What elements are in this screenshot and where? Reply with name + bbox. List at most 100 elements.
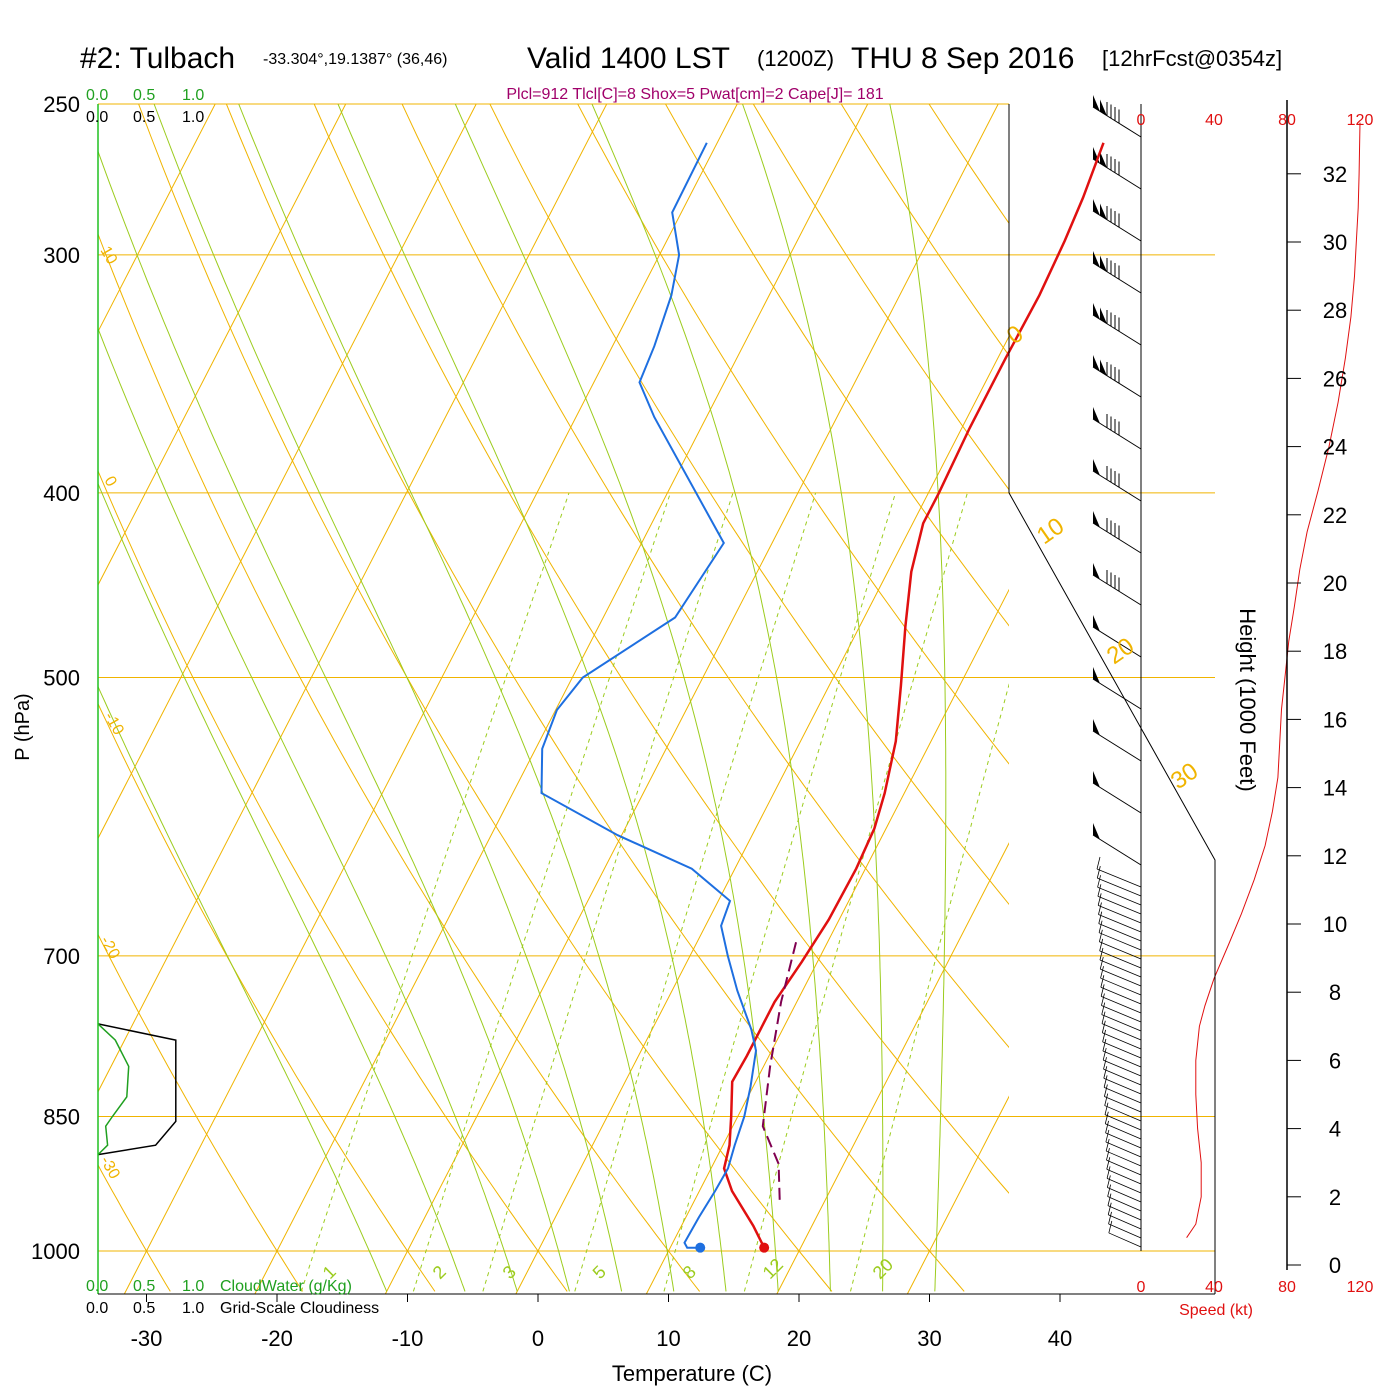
- wind-barb-staff: [1104, 1105, 1142, 1122]
- wind-barb-flag: [1100, 203, 1107, 220]
- y-tick-label: 1000: [31, 1239, 80, 1264]
- cloudwater-label: CloudWater (g/Kg): [220, 1278, 352, 1295]
- wind-barb-feather: [1097, 893, 1102, 906]
- wind-barb-staff: [1098, 932, 1142, 951]
- cloudiness-label: Grid-Scale Cloudiness: [220, 1300, 379, 1317]
- moist-adiabat-line: [98, 149, 570, 1292]
- wind-barb-staff: [1100, 996, 1142, 1014]
- chart-title: #2: Tulbach: [80, 42, 235, 75]
- isotherm-label: -30: [97, 1154, 123, 1183]
- height-tick-label: 28: [1323, 298, 1347, 323]
- wind-barb-staff: [1103, 1077, 1142, 1095]
- x-axis-title: Temperature (C): [612, 1361, 772, 1386]
- mixing-ratio-label: 8: [679, 1262, 700, 1283]
- wind-barb-staff: [1097, 886, 1142, 906]
- height-tick-label: 10: [1323, 912, 1347, 937]
- wind-barb-feather: [1104, 1111, 1109, 1124]
- wind-barb-feather: [1108, 1211, 1112, 1224]
- dry-adiabat-line: [138, 104, 833, 1292]
- moist-adiabat-line: [454, 104, 779, 1292]
- isotherm-line: [98, 104, 608, 1093]
- x-tick-label: 40: [1048, 1326, 1072, 1351]
- wind-barb-staff: [1102, 1032, 1142, 1050]
- wind-barb-flag: [1093, 511, 1100, 528]
- cloudiness-tick: 1.0: [182, 1300, 204, 1317]
- wind-barb-flag: [1093, 459, 1100, 476]
- dry-adiabat-line: [1341, 70, 1400, 1291]
- stability-indices: Plcl=912 Tlcl[C]=8 Shox=5 Pwat[cm]=2 Cap…: [506, 86, 883, 103]
- height-tick-label: 4: [1329, 1117, 1341, 1142]
- moist-adiabat-line: [337, 104, 727, 1292]
- wind-speed-tick-label: 120: [1347, 1279, 1374, 1296]
- wind-barb-staff: [1092, 834, 1142, 866]
- height-tick-label: 2: [1329, 1185, 1341, 1210]
- y-axis-title: P (hPa): [12, 693, 34, 760]
- wind-barb-staff: [1098, 923, 1142, 942]
- y-tick-label: 250: [43, 92, 80, 117]
- isotherm-line: [1299, 104, 1400, 1294]
- wind-barb-feather: [1103, 1057, 1107, 1070]
- wind-barb-feather: [1102, 1029, 1107, 1042]
- isotherm-label: -20: [97, 934, 123, 963]
- legend-cloudwater: 0.0 0.5 1.0 0.0 0.5 1.0 0.0 0.5 1.0 Clou…: [86, 87, 379, 1317]
- wind-barb-staff: [1099, 941, 1142, 960]
- wind-barb-flag: [1093, 563, 1100, 580]
- zulu-time: (1200Z): [757, 46, 834, 71]
- wind-barb-flag: [1093, 719, 1100, 736]
- wind-barb-staff: [1099, 950, 1142, 969]
- wind-barb-feather: [1105, 1138, 1110, 1152]
- isotherm-label: -10: [101, 710, 127, 739]
- cloudiness-trace: [97, 1023, 177, 1156]
- wind-barb-feather: [1105, 1129, 1110, 1143]
- wind-barb-staff: [1106, 1159, 1142, 1176]
- x-tick-label: 30: [917, 1326, 941, 1351]
- y-tick-label: 850: [43, 1105, 80, 1130]
- wind-barb-feather: [1096, 856, 1101, 870]
- wind-barb-flag: [1093, 303, 1100, 320]
- forecast-info: [12hrFcst@0354z]: [1102, 46, 1282, 71]
- x-tick-label: 10: [656, 1326, 680, 1351]
- dry-adiabat-line: [1168, 70, 1400, 1291]
- wind-barb-staff: [1098, 905, 1142, 924]
- x-tick-label: -10: [392, 1326, 424, 1351]
- isotherm-line: [906, 1095, 1009, 1294]
- wind-barb-flag: [1100, 255, 1107, 272]
- cloudwater-tick: 0.0: [86, 1278, 108, 1295]
- x-tick-label: -30: [131, 1326, 163, 1351]
- cloudiness-tick: 1.0: [182, 109, 204, 126]
- height-axis-title: Height (1000 Feet): [1235, 608, 1260, 791]
- isotherm-line: [98, 104, 477, 840]
- wind-barb-feather: [1108, 1220, 1113, 1234]
- moist-adiabat-line: [238, 104, 675, 1292]
- dry-adiabat-line: [98, 1164, 171, 1292]
- wind-barb-flag: [1093, 771, 1100, 788]
- wind-barb-feather: [1104, 1102, 1109, 1115]
- mixing-ratio-line: [850, 682, 1009, 1292]
- height-tick-label: 14: [1323, 776, 1347, 801]
- surface-temperature-marker: [759, 1242, 770, 1253]
- wind-barb-staff: [1102, 1050, 1142, 1068]
- wind-barb-staff: [1102, 1041, 1142, 1059]
- y-tick-label: 500: [43, 666, 80, 691]
- isotherm-line: [254, 104, 869, 1294]
- moist-adiabat-line: [98, 327, 518, 1292]
- cloud-profile: [97, 1023, 177, 1156]
- cloudwater-trace: [97, 1023, 130, 1156]
- wind-speed-tick-label: 40: [1205, 1279, 1223, 1296]
- wind-speed-trace: [1186, 122, 1361, 1238]
- wind-barb-feather: [1104, 1084, 1108, 1097]
- wind-barb-flag: [1093, 251, 1100, 268]
- location-coordinates: -33.304°,19.1387° (36,46): [263, 51, 447, 68]
- sounding-traces: [540, 142, 1105, 1253]
- wind-barb-staff: [1098, 914, 1142, 933]
- wind-barb-staff: [1106, 1168, 1142, 1185]
- temperature-trace: [722, 142, 1105, 1249]
- cloudwater-tick: 1.0: [182, 1278, 204, 1295]
- wind-speed-tick-label: 80: [1278, 112, 1296, 129]
- wind-barb-flag: [1093, 615, 1100, 632]
- wind-barb-feather: [1107, 1202, 1112, 1215]
- wind-barb-staff: [1092, 782, 1142, 814]
- wind-barb-feather: [1106, 1148, 1110, 1161]
